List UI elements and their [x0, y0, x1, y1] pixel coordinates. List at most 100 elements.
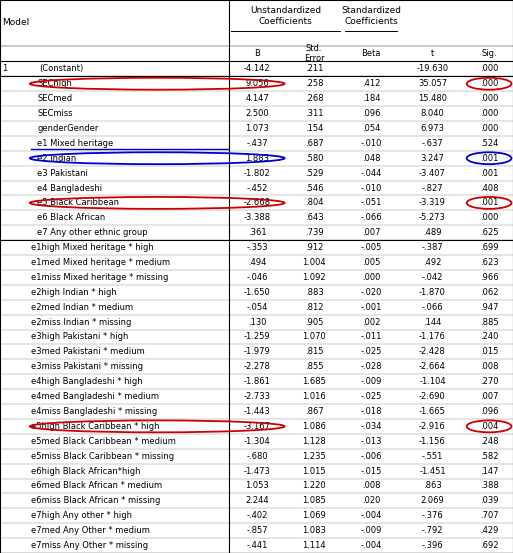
Text: e2high Indian * high: e2high Indian * high [31, 288, 116, 297]
Text: 4.147: 4.147 [245, 94, 269, 103]
Text: .001: .001 [480, 199, 498, 207]
Text: 1.083: 1.083 [302, 526, 326, 535]
Text: -.044: -.044 [361, 169, 382, 178]
Bar [0, 270, 513, 285]
Text: -.006: -.006 [361, 452, 382, 461]
Text: e6 Black African: e6 Black African [37, 213, 105, 222]
Bar [0, 285, 513, 300]
Text: .361: .361 [248, 228, 266, 237]
Text: -.010: -.010 [361, 139, 382, 148]
Text: 1: 1 [2, 64, 7, 74]
Text: 2.069: 2.069 [421, 497, 444, 505]
Text: .804: .804 [305, 199, 323, 207]
Text: -.387: -.387 [422, 243, 443, 252]
Text: .154: .154 [305, 124, 323, 133]
Text: e5med Black Caribbean * medium: e5med Black Caribbean * medium [31, 437, 176, 446]
Text: 1.128: 1.128 [302, 437, 326, 446]
Text: .001: .001 [480, 169, 498, 178]
Bar [0, 478, 513, 493]
Text: .815: .815 [305, 347, 323, 356]
Bar [0, 91, 513, 106]
Text: -.066: -.066 [422, 302, 443, 312]
Bar [0, 121, 513, 136]
Text: -.637: -.637 [422, 139, 443, 148]
Text: -.046: -.046 [246, 273, 268, 282]
Text: -1.473: -1.473 [244, 467, 270, 476]
Text: e5high Black Caribbean * high: e5high Black Caribbean * high [31, 422, 160, 431]
Bar [0, 151, 513, 166]
Text: -1.156: -1.156 [419, 437, 446, 446]
Text: .546: .546 [305, 184, 323, 192]
Text: -2.428: -2.428 [419, 347, 446, 356]
Text: .905: .905 [305, 317, 323, 327]
Text: 1.015: 1.015 [302, 467, 326, 476]
Text: .388: .388 [480, 482, 499, 491]
Text: e4miss Bangladeshi * missing: e4miss Bangladeshi * missing [31, 407, 157, 416]
Text: -1.176: -1.176 [419, 332, 446, 342]
Bar [0, 181, 513, 195]
Text: -.025: -.025 [361, 347, 382, 356]
Bar [0, 300, 513, 315]
Text: .580: .580 [305, 154, 323, 163]
Text: 1.016: 1.016 [302, 392, 326, 401]
Text: .966: .966 [480, 273, 499, 282]
Text: e5miss Black Caribbean * missing: e5miss Black Caribbean * missing [31, 452, 174, 461]
Bar [0, 434, 513, 448]
Text: .008: .008 [480, 362, 498, 371]
Text: .408: .408 [480, 184, 498, 192]
Text: .912: .912 [305, 243, 323, 252]
Text: .008: .008 [362, 482, 381, 491]
Text: 1.085: 1.085 [302, 497, 326, 505]
Text: .867: .867 [305, 407, 324, 416]
Text: 1.114: 1.114 [302, 541, 326, 550]
Text: .248: .248 [480, 437, 498, 446]
Text: -1.861: -1.861 [244, 377, 270, 386]
Text: Model: Model [2, 18, 29, 28]
Text: -.066: -.066 [360, 213, 382, 222]
Text: .687: .687 [305, 139, 324, 148]
Bar [0, 106, 513, 121]
Text: -.437: -.437 [246, 139, 268, 148]
Text: e6high Black African*high: e6high Black African*high [31, 467, 141, 476]
Text: .147: .147 [480, 467, 498, 476]
Text: e7 Any other ethnic group: e7 Any other ethnic group [37, 228, 148, 237]
Bar [0, 330, 513, 345]
Text: -.452: -.452 [246, 184, 268, 192]
Text: .000: .000 [480, 124, 498, 133]
Text: .001: .001 [480, 154, 498, 163]
Text: -.004: -.004 [361, 541, 382, 550]
Text: -.551: -.551 [422, 452, 443, 461]
Bar [0, 463, 513, 478]
Text: -1.451: -1.451 [419, 467, 446, 476]
Text: .144: .144 [423, 317, 442, 327]
Text: .000: .000 [480, 79, 498, 88]
Text: e1 Mixed heritage: e1 Mixed heritage [37, 139, 113, 148]
Text: -.009: -.009 [361, 377, 382, 386]
Text: -1.443: -1.443 [244, 407, 270, 416]
Text: -3.388: -3.388 [244, 213, 271, 222]
Text: -.827: -.827 [422, 184, 443, 192]
Bar [0, 523, 513, 538]
Text: e2med Indian * medium: e2med Indian * medium [31, 302, 133, 312]
Text: -.015: -.015 [361, 467, 382, 476]
Text: .625: .625 [480, 228, 498, 237]
Text: 1.235: 1.235 [302, 452, 326, 461]
Text: .004: .004 [480, 422, 498, 431]
Text: e2 Indian: e2 Indian [37, 154, 76, 163]
Bar [0, 448, 513, 463]
Text: -.402: -.402 [246, 512, 268, 520]
Bar [0, 315, 513, 330]
Text: 3.247: 3.247 [421, 154, 444, 163]
Text: e3 Pakistani: e3 Pakistani [37, 169, 88, 178]
Text: -1.304: -1.304 [244, 437, 270, 446]
Text: .699: .699 [480, 243, 498, 252]
Text: 1.092: 1.092 [302, 273, 326, 282]
Bar [0, 61, 513, 76]
Text: .883: .883 [305, 288, 324, 297]
Text: .855: .855 [305, 362, 323, 371]
Text: 35.057: 35.057 [418, 79, 447, 88]
Text: .412: .412 [362, 79, 380, 88]
Text: .492: .492 [423, 258, 442, 267]
Text: -3.167: -3.167 [244, 422, 271, 431]
Text: e6med Black African * medium: e6med Black African * medium [31, 482, 162, 491]
